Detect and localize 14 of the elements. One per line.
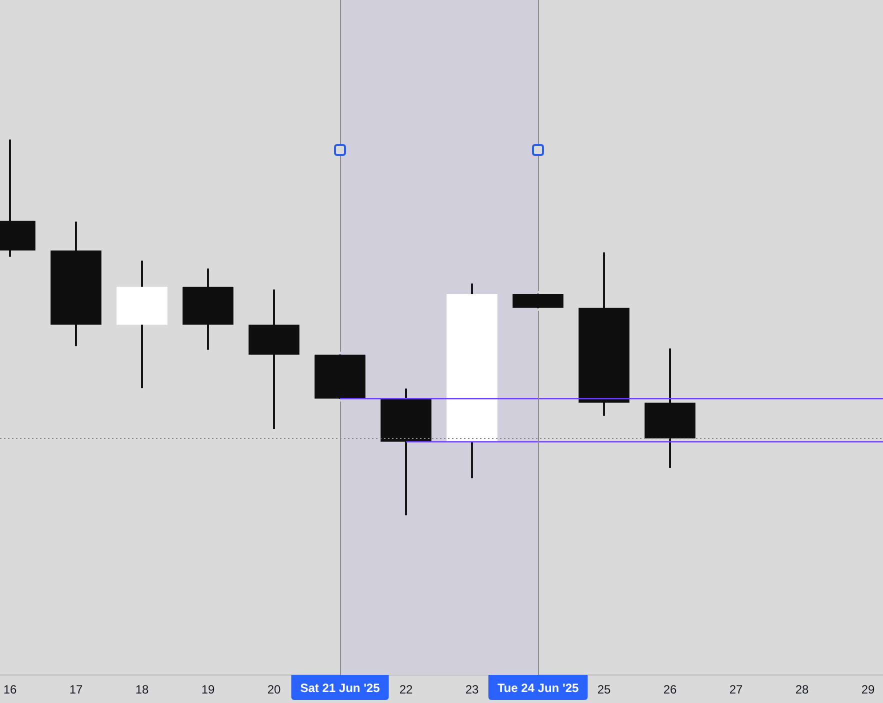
x-tick-label: 27	[729, 682, 744, 697]
x-tick-label: 28	[795, 682, 810, 697]
x-tick-label: 17	[69, 682, 83, 697]
x-tick-label: 22	[399, 682, 413, 697]
x-tick-label: 18	[135, 682, 149, 697]
x-tick-label: 23	[465, 682, 479, 697]
ref-line-label: Tue 24 Jun '25	[497, 680, 579, 695]
x-tick-label: 25	[597, 682, 611, 697]
x-tick-label: 19	[201, 682, 215, 697]
x-tick-label: 26	[663, 682, 677, 697]
x-tick-label: 20	[267, 682, 281, 697]
x-tick-label: 16	[3, 682, 17, 697]
x-tick-label: 29	[861, 682, 876, 697]
ref-line-label: Sat 21 Jun '25	[300, 680, 380, 695]
